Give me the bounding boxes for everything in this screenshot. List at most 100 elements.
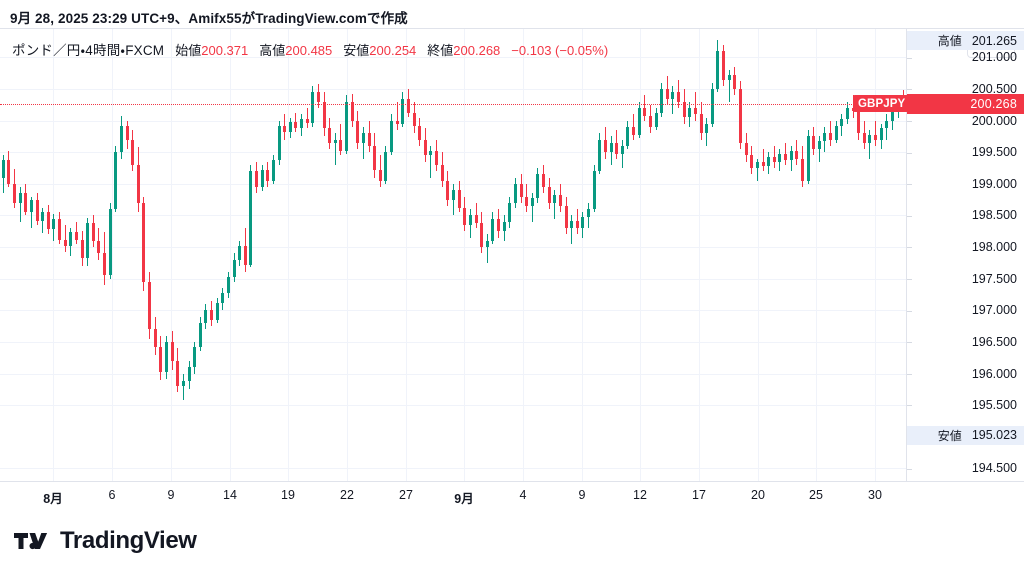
candle-body bbox=[497, 218, 500, 232]
candle-body bbox=[19, 192, 22, 203]
time-tick-label: 8月 bbox=[43, 492, 63, 506]
candle-body bbox=[756, 161, 759, 169]
candle-body bbox=[238, 245, 241, 260]
candle-body bbox=[351, 101, 354, 121]
candle-body bbox=[649, 115, 652, 127]
price-tick-label: 198.500 bbox=[907, 209, 1024, 222]
candle-body bbox=[182, 381, 185, 387]
candle-wick bbox=[335, 133, 336, 165]
tick-mark bbox=[907, 278, 912, 280]
candle-wick bbox=[31, 196, 32, 229]
candle-body bbox=[739, 89, 742, 143]
candle-body bbox=[773, 157, 776, 162]
period-high-label: 高値 bbox=[937, 34, 962, 49]
candle-body bbox=[142, 202, 145, 282]
candle-body bbox=[2, 159, 5, 178]
candle-body bbox=[722, 51, 725, 80]
grid-line-horizontal bbox=[0, 215, 906, 217]
candle-wick bbox=[42, 207, 43, 234]
candle-wick bbox=[532, 193, 533, 222]
candle-body bbox=[233, 259, 236, 278]
price-tick-label: 197.000 bbox=[907, 304, 1024, 317]
candle-body bbox=[548, 187, 551, 203]
candle-body bbox=[137, 164, 140, 203]
candle-body bbox=[846, 108, 849, 120]
candle-body bbox=[857, 111, 860, 134]
candle-body bbox=[323, 101, 326, 129]
candle-body bbox=[553, 195, 556, 203]
candle-body bbox=[7, 159, 10, 184]
grid-line-horizontal bbox=[0, 278, 906, 280]
candle-wick bbox=[453, 183, 454, 216]
candle-body bbox=[593, 171, 596, 210]
candle-body bbox=[345, 101, 348, 151]
legend-open: 始値 200.371 bbox=[175, 40, 248, 59]
candle-body bbox=[266, 169, 269, 181]
candle-body bbox=[435, 151, 438, 165]
candle-body bbox=[407, 98, 410, 114]
time-tick-label: 6 bbox=[108, 488, 116, 502]
period-low-value: 195.023 bbox=[971, 428, 1017, 443]
price-tick-label: 200.000 bbox=[907, 115, 1024, 128]
candle-body bbox=[47, 212, 50, 230]
last-price-symbol-pill: GBPJPY bbox=[853, 95, 911, 113]
candle-body bbox=[604, 139, 607, 153]
legend-low-value: 200.254 bbox=[369, 43, 417, 58]
candle-body bbox=[790, 151, 793, 160]
grid-line-vertical bbox=[523, 29, 524, 481]
candle-wick bbox=[554, 190, 555, 219]
candle-body bbox=[536, 174, 539, 198]
candle-body bbox=[840, 119, 843, 126]
time-tick-label: 9 bbox=[578, 488, 586, 502]
candle-body bbox=[227, 277, 230, 293]
time-axis[interactable]: 8月 6 9 14 19 22 27 9月 4 9 12 17 20 25 30 bbox=[0, 481, 1024, 508]
candle-body bbox=[278, 125, 281, 160]
candle-wick bbox=[430, 145, 431, 178]
candle-wick bbox=[869, 130, 870, 159]
grid-line-horizontal bbox=[0, 152, 906, 154]
time-tick-label: 4 bbox=[519, 488, 527, 502]
candle-body bbox=[463, 207, 466, 225]
candle-wick bbox=[729, 70, 730, 102]
candle-body bbox=[176, 360, 179, 387]
candle-body bbox=[58, 218, 61, 240]
candle-body bbox=[762, 161, 765, 167]
candle-body bbox=[339, 139, 342, 151]
candle-body bbox=[542, 174, 545, 188]
candle-body bbox=[289, 121, 292, 133]
candle-body bbox=[356, 120, 359, 143]
candle-body bbox=[255, 171, 258, 188]
candle-body bbox=[294, 121, 297, 129]
candle-body bbox=[829, 133, 832, 140]
candle-body bbox=[835, 125, 838, 140]
candle-body bbox=[41, 212, 44, 221]
candle-body bbox=[210, 310, 213, 320]
candle-body bbox=[818, 140, 821, 150]
grid-line-vertical bbox=[406, 29, 407, 481]
candle-body bbox=[733, 75, 736, 90]
tick-mark bbox=[907, 120, 912, 122]
candle-body bbox=[778, 153, 781, 162]
candle-body bbox=[508, 202, 511, 222]
grid-line-vertical bbox=[582, 29, 583, 481]
candle-body bbox=[193, 346, 196, 368]
candle-body bbox=[362, 133, 365, 143]
candle-wick bbox=[695, 92, 696, 121]
tick-mark bbox=[907, 342, 912, 344]
candle-wick bbox=[819, 136, 820, 162]
time-tick-label: 19 bbox=[281, 488, 295, 502]
chart-plot-area[interactable] bbox=[0, 29, 906, 481]
candle-body bbox=[390, 120, 393, 153]
candle-body bbox=[244, 245, 247, 265]
candle-body bbox=[120, 125, 123, 153]
candle-body bbox=[24, 192, 27, 212]
candle-body bbox=[666, 89, 669, 99]
candle-body bbox=[13, 183, 16, 203]
price-axis[interactable]: JPY 201.000200.500200.000199.500199.0001… bbox=[906, 29, 1024, 481]
tradingview-logo: TradingView bbox=[14, 527, 197, 555]
candle-wick bbox=[340, 123, 341, 156]
candle-wick bbox=[65, 224, 66, 253]
candle-body bbox=[784, 153, 787, 160]
candle-body bbox=[581, 216, 584, 229]
